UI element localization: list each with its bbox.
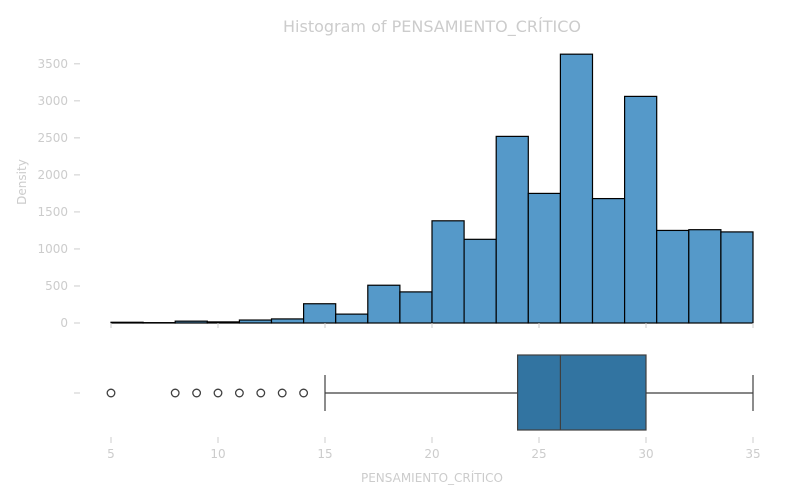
histogram-y-axis: 0 500 1000 1500 2000 2500 3000 3500 xyxy=(37,57,80,330)
outlier-point xyxy=(299,388,309,398)
histogram-bar xyxy=(238,319,273,324)
histogram-bar xyxy=(527,192,561,324)
histogram-bar xyxy=(623,95,658,324)
histogram-bar xyxy=(174,320,208,324)
outlier-point xyxy=(277,388,287,398)
box xyxy=(516,354,647,431)
chart-title: Histogram of PENSAMIENTO_CRÍTICO xyxy=(283,17,581,37)
y-axis-label: Density xyxy=(15,159,29,205)
histogram-bar xyxy=(591,197,626,324)
boxplot-x-axis: 5 10 15 20 25 30 35 xyxy=(107,437,761,461)
y-tick-label: 1500 xyxy=(37,205,68,219)
histogram-bar xyxy=(495,135,529,324)
x-tick-label: 15 xyxy=(317,447,332,461)
y-tick-label: 3500 xyxy=(37,57,68,71)
y-tick-label: 2500 xyxy=(37,131,68,145)
histogram-bar xyxy=(688,229,722,324)
y-tick-label: 0 xyxy=(60,316,68,330)
histogram-bar xyxy=(463,238,497,324)
histogram-bar xyxy=(367,284,401,324)
outlier-point xyxy=(256,388,266,398)
histogram-bar xyxy=(303,303,337,324)
histogram-bar xyxy=(270,318,305,324)
outlier-point xyxy=(106,388,116,398)
histogram-bar xyxy=(335,313,369,324)
y-tick-label: 2000 xyxy=(37,168,68,182)
outlier-point xyxy=(213,388,223,398)
histogram-bar xyxy=(206,321,241,324)
histogram-bar xyxy=(110,321,144,324)
y-tick-label: 500 xyxy=(45,279,68,293)
x-tick-label: 35 xyxy=(745,447,760,461)
outlier-point xyxy=(170,388,180,398)
histogram-bar xyxy=(431,220,465,324)
x-tick-label: 20 xyxy=(424,447,439,461)
x-tick-label: 30 xyxy=(638,447,653,461)
x-axis-label: PENSAMIENTO_CRÍTICO xyxy=(361,470,503,485)
histogram-bar xyxy=(656,229,690,324)
histogram-bar xyxy=(399,291,433,324)
outlier-point xyxy=(234,388,244,398)
y-tick-label: 1000 xyxy=(37,242,68,256)
boxplot xyxy=(106,354,754,431)
histogram-bar xyxy=(559,53,594,324)
outlier-point xyxy=(192,388,202,398)
histogram-bars xyxy=(110,53,754,324)
y-tick-label: 3000 xyxy=(37,94,68,108)
x-tick-label: 10 xyxy=(210,447,225,461)
histogram-bar xyxy=(720,231,754,324)
x-tick-label: 25 xyxy=(531,447,546,461)
histogram-x-ticks xyxy=(110,323,754,328)
x-tick-label: 5 xyxy=(107,447,115,461)
